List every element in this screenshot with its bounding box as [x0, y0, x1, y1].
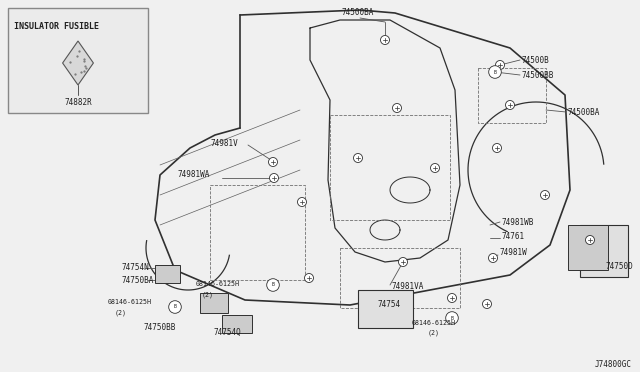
- Text: 74750D: 74750D: [605, 262, 633, 271]
- Circle shape: [399, 257, 408, 266]
- Text: 74754: 74754: [378, 300, 401, 309]
- Circle shape: [269, 157, 278, 167]
- Text: 74754Q: 74754Q: [213, 328, 241, 337]
- Circle shape: [298, 198, 307, 206]
- Circle shape: [431, 164, 440, 173]
- Text: 74981VA: 74981VA: [392, 282, 424, 291]
- Text: 74981V: 74981V: [211, 139, 238, 148]
- Text: 74981WA: 74981WA: [178, 170, 210, 179]
- Text: 08146-6125H: 08146-6125H: [412, 320, 456, 326]
- Text: B: B: [271, 282, 275, 288]
- Circle shape: [305, 273, 314, 282]
- Text: 74981WB: 74981WB: [502, 218, 534, 227]
- Circle shape: [353, 154, 362, 163]
- Circle shape: [495, 61, 504, 70]
- Text: 74981W: 74981W: [500, 248, 528, 257]
- Circle shape: [269, 173, 278, 183]
- Text: 08146-6125H: 08146-6125H: [108, 299, 152, 305]
- Bar: [330, 115, 450, 220]
- Text: INSULATOR FUSIBLE: INSULATOR FUSIBLE: [14, 22, 99, 31]
- Circle shape: [169, 301, 181, 313]
- Polygon shape: [222, 315, 252, 333]
- Text: 74754N: 74754N: [122, 263, 150, 272]
- Text: 74500BA: 74500BA: [342, 8, 374, 17]
- Bar: [478, 68, 546, 123]
- Text: (2): (2): [428, 330, 440, 337]
- Circle shape: [506, 100, 515, 109]
- Circle shape: [541, 190, 550, 199]
- Bar: [8, 8, 148, 113]
- Circle shape: [381, 35, 390, 45]
- Text: 74750BB: 74750BB: [143, 323, 175, 332]
- Circle shape: [489, 66, 501, 78]
- Circle shape: [488, 253, 497, 263]
- Text: 74882R: 74882R: [64, 98, 92, 107]
- Text: 74761: 74761: [502, 232, 525, 241]
- Polygon shape: [200, 293, 228, 313]
- Text: B: B: [173, 305, 177, 310]
- Circle shape: [267, 279, 279, 291]
- Bar: [340, 248, 460, 308]
- Bar: [210, 185, 305, 280]
- Circle shape: [445, 312, 458, 324]
- Text: (2): (2): [115, 309, 127, 315]
- Text: B: B: [451, 315, 453, 321]
- Polygon shape: [568, 225, 608, 270]
- Text: J74800GC: J74800GC: [595, 360, 632, 369]
- Circle shape: [493, 144, 502, 153]
- Text: B: B: [493, 70, 497, 74]
- Text: 74750BA: 74750BA: [122, 276, 154, 285]
- Circle shape: [483, 299, 492, 308]
- Bar: [358, 290, 413, 328]
- Bar: [580, 225, 628, 277]
- Circle shape: [586, 235, 595, 244]
- Circle shape: [447, 294, 456, 302]
- Polygon shape: [155, 265, 180, 283]
- Text: 74500B: 74500B: [522, 56, 550, 65]
- Text: 08146-6125H: 08146-6125H: [196, 281, 240, 287]
- Text: (2): (2): [202, 291, 214, 298]
- Circle shape: [392, 103, 401, 112]
- Text: 74500BB: 74500BB: [522, 71, 554, 80]
- Text: 74500BA: 74500BA: [568, 108, 600, 117]
- Polygon shape: [63, 41, 93, 85]
